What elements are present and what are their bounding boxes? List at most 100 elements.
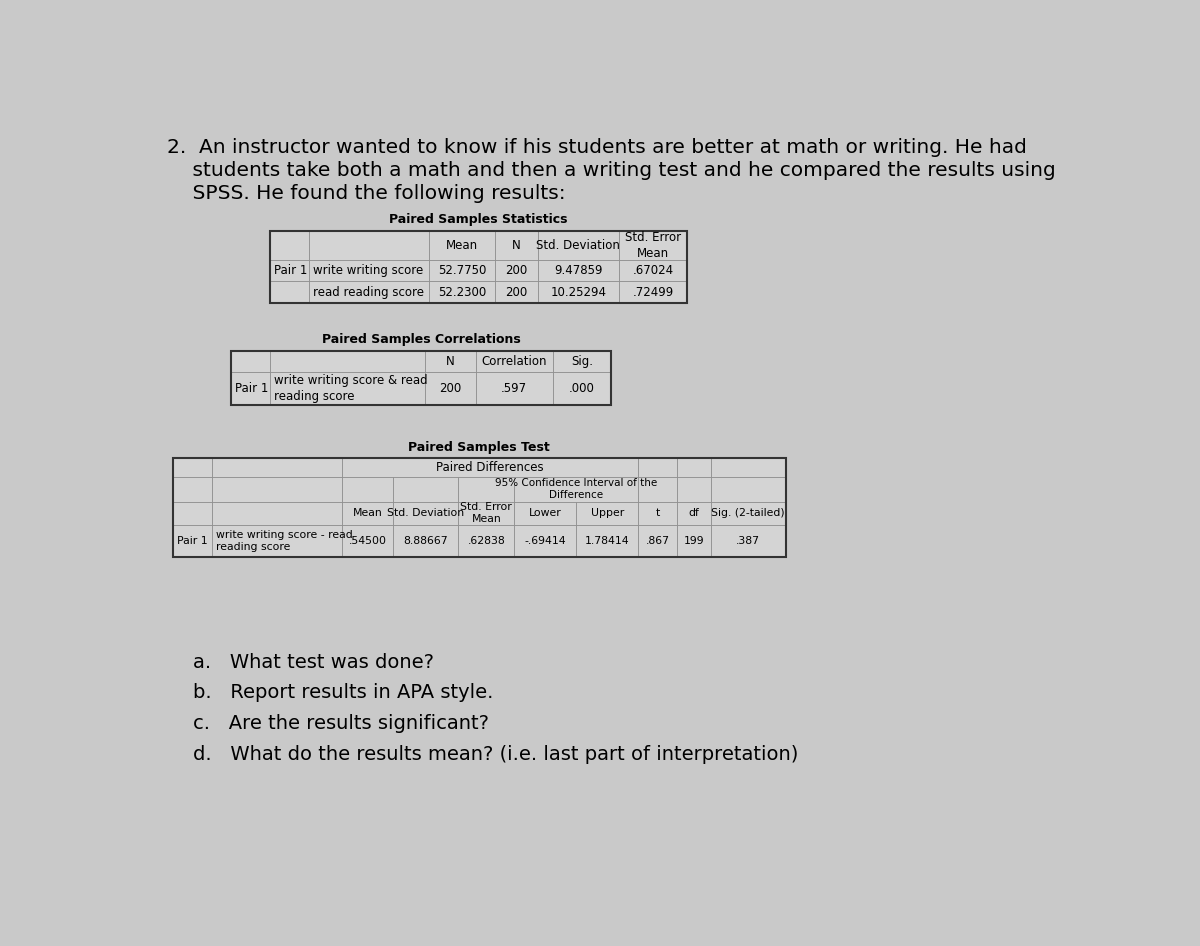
Text: .867: .867: [646, 535, 670, 546]
Text: 200: 200: [505, 286, 527, 299]
Bar: [494, 260, 538, 281]
Bar: [515, 477, 638, 501]
Bar: [173, 525, 212, 557]
Bar: [494, 281, 538, 303]
Bar: [342, 459, 638, 477]
Bar: [212, 501, 342, 525]
Bar: [392, 501, 458, 525]
Bar: [425, 351, 475, 372]
Text: Upper: Upper: [590, 508, 624, 518]
Text: -.69414: -.69414: [524, 535, 566, 546]
Bar: [475, 351, 553, 372]
Text: 200: 200: [505, 264, 527, 277]
Bar: [430, 231, 494, 260]
Text: c.   Are the results significant?: c. Are the results significant?: [193, 714, 488, 733]
Bar: [430, 260, 494, 281]
Text: write writing score - read
reading score: write writing score - read reading score: [216, 530, 353, 552]
Bar: [232, 351, 611, 405]
Bar: [553, 372, 611, 405]
Text: read reading score: read reading score: [313, 286, 424, 299]
Bar: [712, 459, 786, 477]
Bar: [638, 477, 677, 501]
Text: .62838: .62838: [468, 535, 505, 546]
Bar: [173, 477, 212, 501]
Bar: [308, 281, 430, 303]
Bar: [270, 351, 425, 372]
Bar: [425, 372, 475, 405]
Text: .72499: .72499: [632, 286, 673, 299]
Text: 95% Confidence Interval of the
Difference: 95% Confidence Interval of the Differenc…: [496, 478, 658, 500]
Text: Correlation: Correlation: [481, 355, 547, 368]
Text: N: N: [512, 238, 521, 252]
Text: 2.  An instructor wanted to know if his students are better at math or writing. : 2. An instructor wanted to know if his s…: [167, 138, 1027, 157]
Bar: [538, 260, 619, 281]
Bar: [212, 459, 342, 477]
Bar: [212, 477, 342, 501]
Text: Lower: Lower: [529, 508, 562, 518]
Text: 200: 200: [439, 382, 462, 394]
Text: Sig. (2-tailed): Sig. (2-tailed): [712, 508, 785, 518]
Text: Pair 1: Pair 1: [235, 382, 269, 394]
Text: b.   Report results in APA style.: b. Report results in APA style.: [193, 683, 493, 702]
Text: Paired Differences: Paired Differences: [437, 462, 544, 474]
Bar: [494, 231, 538, 260]
Bar: [270, 260, 308, 281]
Bar: [342, 477, 392, 501]
Text: 199: 199: [684, 535, 704, 546]
Bar: [458, 477, 515, 501]
Text: df: df: [689, 508, 700, 518]
Bar: [538, 231, 619, 260]
Bar: [619, 260, 688, 281]
Bar: [392, 477, 458, 501]
Bar: [576, 525, 638, 557]
Bar: [212, 525, 342, 557]
Bar: [538, 281, 619, 303]
Text: SPSS. He found the following results:: SPSS. He found the following results:: [167, 184, 565, 203]
Bar: [677, 525, 712, 557]
Text: Sig.: Sig.: [571, 355, 593, 368]
Bar: [430, 281, 494, 303]
Bar: [515, 501, 576, 525]
Text: write writing score & read
reading score: write writing score & read reading score: [274, 374, 427, 403]
Bar: [638, 525, 677, 557]
Text: Std. Deviation: Std. Deviation: [386, 508, 464, 518]
Text: 9.47859: 9.47859: [554, 264, 602, 277]
Bar: [270, 231, 688, 303]
Text: students take both a math and then a writing test and he compared the results us: students take both a math and then a wri…: [167, 161, 1056, 181]
Text: 1.78414: 1.78414: [584, 535, 630, 546]
Text: Std. Deviation: Std. Deviation: [536, 238, 620, 252]
Bar: [173, 459, 786, 557]
Text: write writing score: write writing score: [313, 264, 424, 277]
Bar: [270, 372, 425, 405]
Text: Std. Error
Mean: Std. Error Mean: [461, 502, 512, 524]
Text: .000: .000: [569, 382, 595, 394]
Bar: [576, 501, 638, 525]
Bar: [308, 231, 430, 260]
Text: Pair 1: Pair 1: [274, 264, 307, 277]
Bar: [342, 525, 392, 557]
Bar: [619, 281, 688, 303]
Bar: [712, 477, 786, 501]
Bar: [232, 351, 270, 372]
Bar: [619, 231, 688, 260]
Bar: [232, 372, 270, 405]
Text: Std. Error
Mean: Std. Error Mean: [625, 231, 682, 260]
Text: 52.2300: 52.2300: [438, 286, 486, 299]
Bar: [712, 501, 786, 525]
Text: Paired Samples Test: Paired Samples Test: [408, 441, 551, 454]
Bar: [270, 231, 308, 260]
Bar: [173, 459, 212, 477]
Bar: [173, 501, 212, 525]
Text: a.   What test was done?: a. What test was done?: [193, 653, 433, 672]
Text: N: N: [446, 355, 455, 368]
Bar: [458, 525, 515, 557]
Text: Paired Samples Statistics: Paired Samples Statistics: [389, 213, 568, 226]
Text: t: t: [655, 508, 660, 518]
Bar: [458, 501, 515, 525]
Bar: [515, 525, 576, 557]
Text: .387: .387: [737, 535, 761, 546]
Text: .54500: .54500: [348, 535, 386, 546]
Bar: [270, 281, 308, 303]
Text: 52.7750: 52.7750: [438, 264, 486, 277]
Text: .597: .597: [502, 382, 527, 394]
